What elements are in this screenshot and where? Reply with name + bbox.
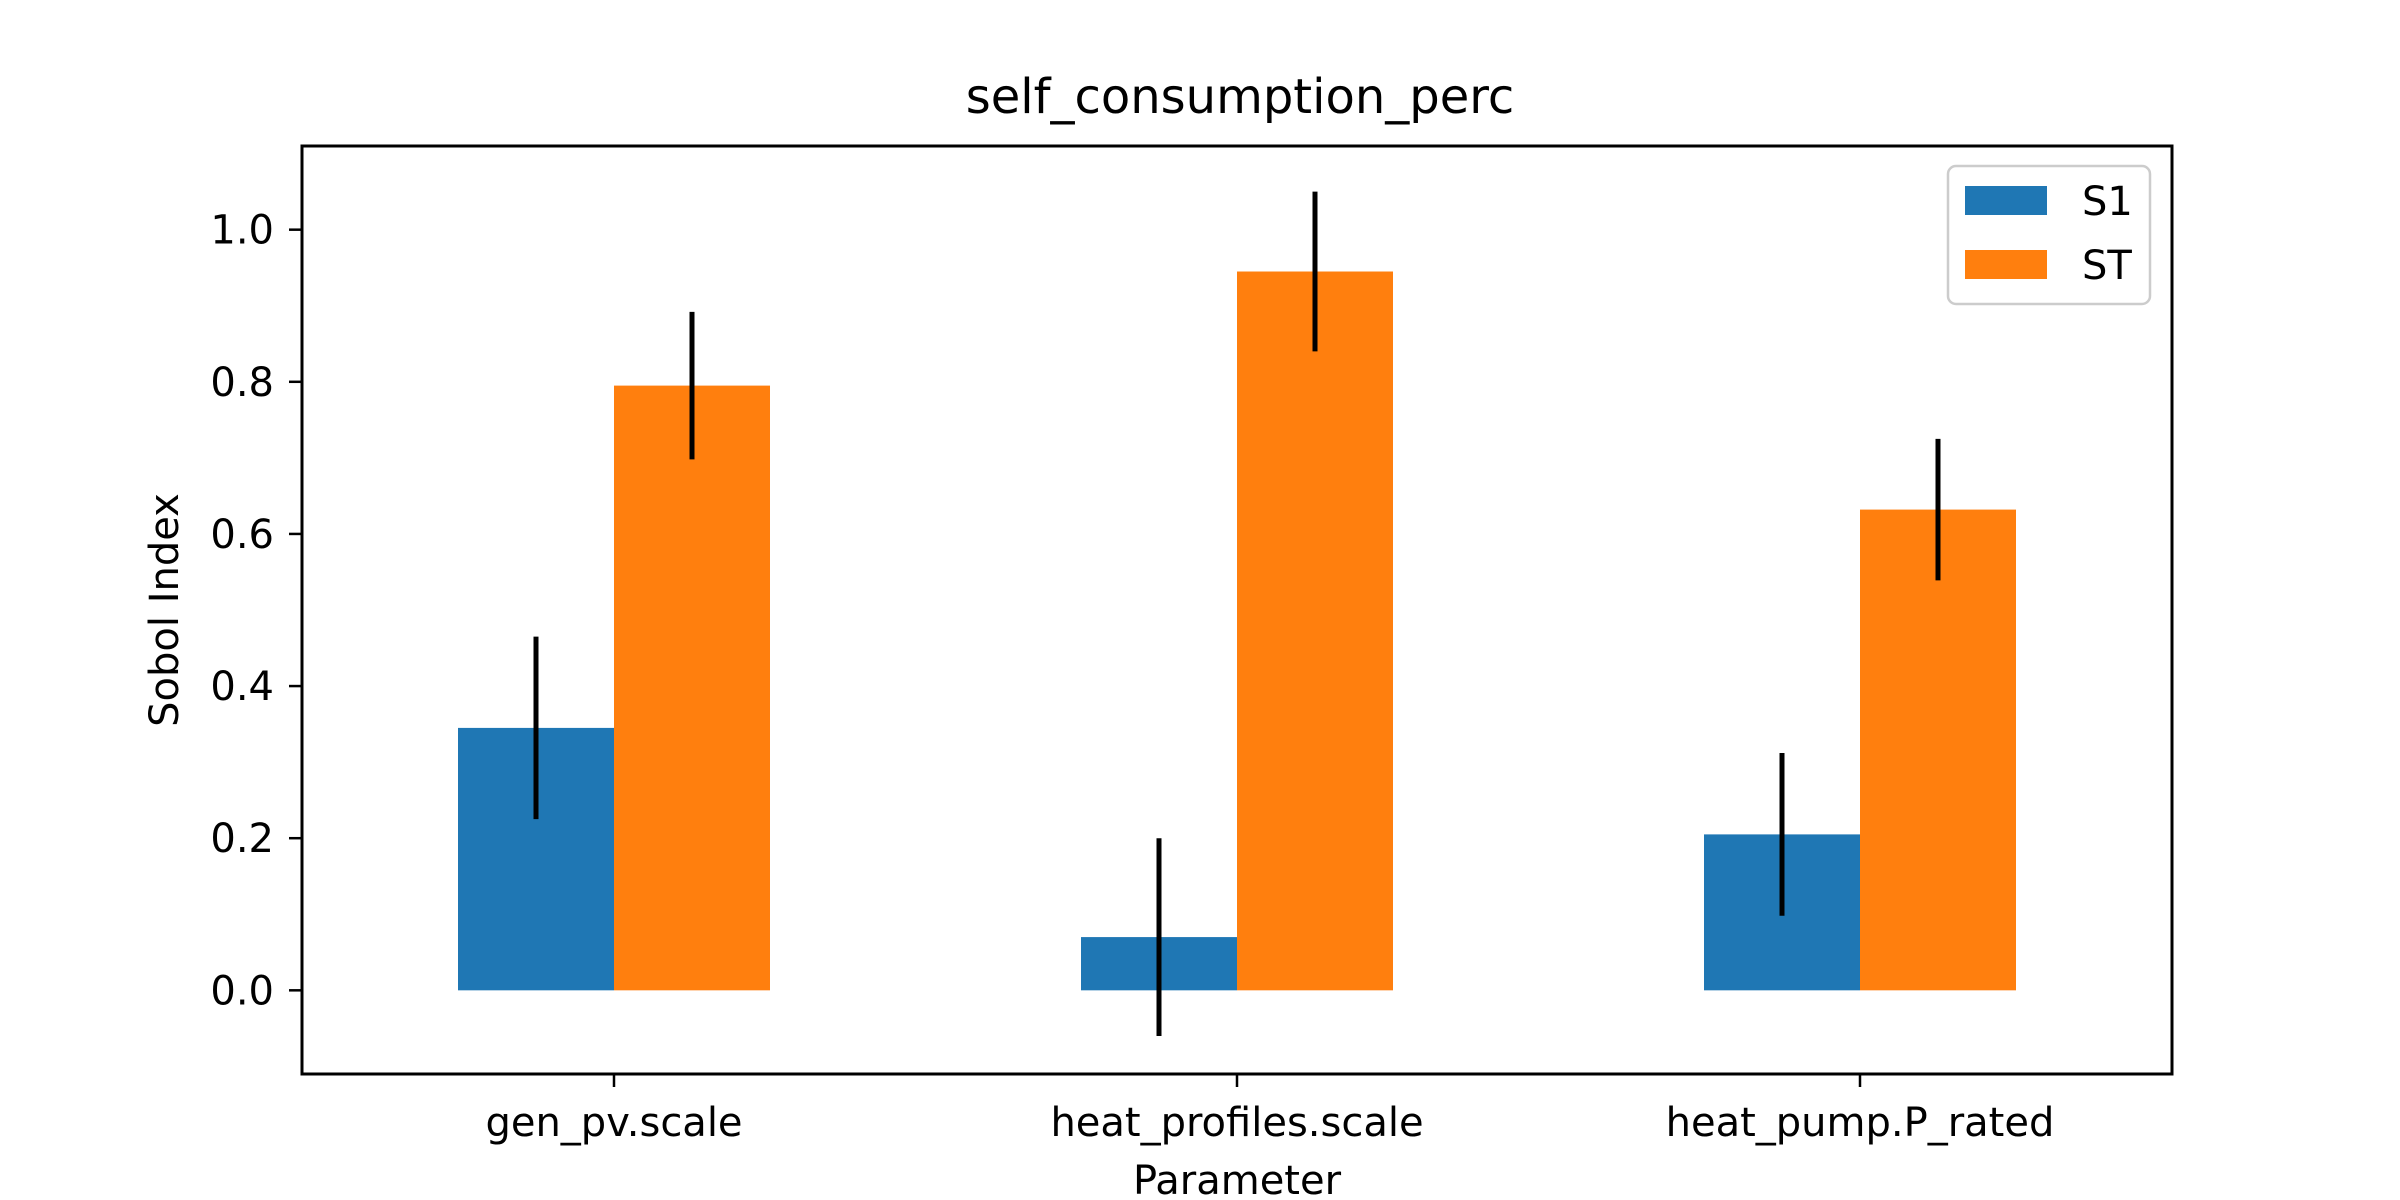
x-tick-label-2: heat_pump.P_rated <box>1666 1100 2055 1146</box>
plot-frame <box>300 144 2174 1076</box>
legend-swatch-s1 <box>1965 186 2047 215</box>
bar-st-2 <box>1860 509 2016 991</box>
legend-label-st: ST <box>2082 243 2132 289</box>
legend-label-s1: S1 <box>2082 179 2133 225</box>
y-tick-label-3: 0.6 <box>210 512 274 558</box>
chart-title: self_consumption_perc <box>966 69 1515 125</box>
y-tick-label-0: 0.0 <box>210 968 274 1014</box>
legend: S1 ST <box>1946 164 2152 306</box>
y-tick-label-1: 0.2 <box>210 816 274 862</box>
y-tick-label-4: 0.8 <box>210 360 274 406</box>
x-tick-label-0: gen_pv.scale <box>485 1100 742 1146</box>
bar-st-1 <box>1237 271 1393 991</box>
bar-st-0 <box>614 385 770 991</box>
x-axis-label: Parameter <box>1133 1158 1342 1200</box>
legend-swatch-st <box>1965 250 2047 279</box>
x-tick-label-1: heat_profiles.scale <box>1050 1100 1423 1146</box>
error-bars <box>533 191 1941 1036</box>
y-axis-label: Sobol Index <box>142 493 188 727</box>
y-tick-label-5: 1.0 <box>210 208 274 254</box>
axes: 0.0 0.2 0.4 0.6 0.8 1.0 gen_pv.scale heat_profi… <box>210 208 2054 1146</box>
y-tick-label-2: 0.4 <box>210 664 274 710</box>
plot-area <box>458 271 2016 991</box>
